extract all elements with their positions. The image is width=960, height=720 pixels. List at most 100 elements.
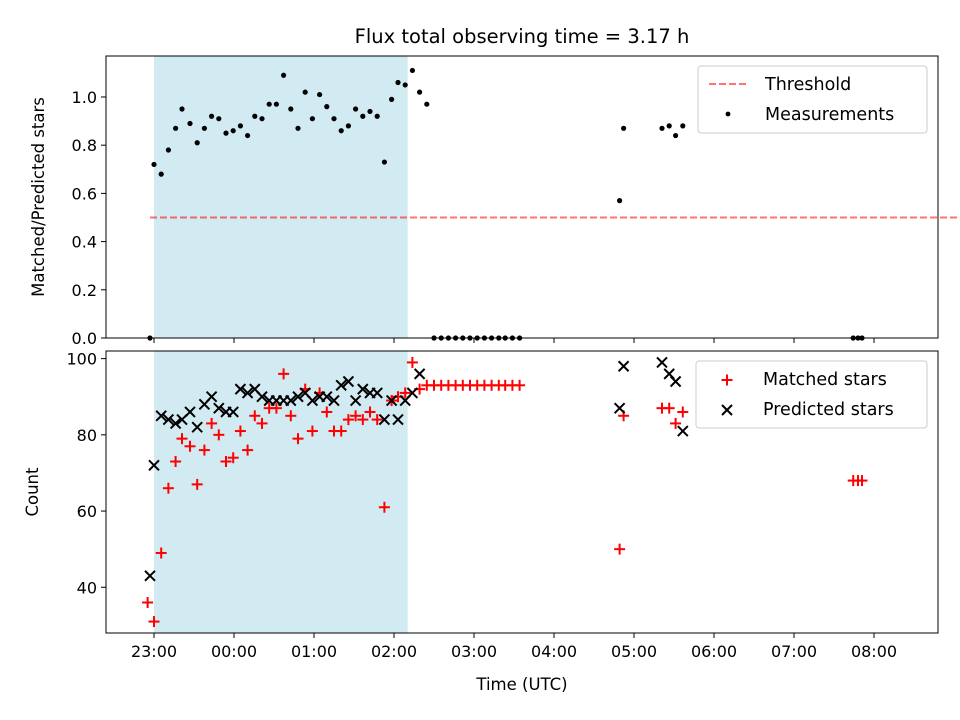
matched-marker <box>350 410 362 422</box>
matched-marker <box>170 456 182 468</box>
measurement-point <box>680 123 686 129</box>
predicted-marker <box>357 383 369 395</box>
bottom-legend: Matched stars Predicted stars <box>695 360 928 429</box>
matched-marker <box>378 501 390 513</box>
x-tick-label: 07:00 <box>771 642 817 661</box>
matched-marker <box>198 444 210 456</box>
predicted-marker-b <box>306 394 319 407</box>
observing-window-shade <box>154 56 408 338</box>
measurement-point <box>288 106 294 112</box>
predicted-marker <box>321 391 333 403</box>
matched-marker <box>155 547 167 559</box>
matched-marker <box>206 417 218 429</box>
predicted-marker-b <box>328 394 340 407</box>
measurement-point <box>374 113 380 119</box>
matched-marker <box>399 387 411 399</box>
predicted-marker-b <box>162 413 175 426</box>
predicted-marker-b <box>144 570 156 582</box>
top-axes-frame <box>105 55 939 339</box>
predicted-marker-b <box>413 368 426 380</box>
measurement-point <box>345 123 351 129</box>
predicted-marker <box>406 387 419 399</box>
bottom-legend-box <box>695 360 928 429</box>
predicted-marker-b <box>256 391 268 403</box>
top-legend-measurements-label: Measurements <box>765 105 894 125</box>
y-tick-label: 0.6 <box>72 184 97 203</box>
matched-marker <box>677 406 689 418</box>
predicted-marker-b <box>249 383 261 395</box>
x-tick-label: 00:00 <box>211 642 257 661</box>
matched-marker <box>614 543 626 555</box>
top-legend-measurements-swatch <box>725 111 731 117</box>
predicted-marker-b <box>321 391 333 403</box>
measurement-point <box>266 101 272 107</box>
predicted-marker-b <box>148 459 160 472</box>
matched-marker <box>176 433 188 445</box>
predicted-marker-b <box>227 406 239 418</box>
x-tick-label: 23:00 <box>131 642 177 661</box>
matched-marker <box>321 406 333 418</box>
matched-marker <box>270 402 282 414</box>
predicted-marker <box>617 360 630 372</box>
measurement-point <box>194 140 200 146</box>
top-panel: 0.0 0.2 0.4 0.6 0.8 1.0 Matched/Predicted sta… <box>29 55 960 348</box>
matched-marker <box>191 478 203 490</box>
predicted-marker-b <box>349 394 362 407</box>
matched-marker <box>371 414 383 426</box>
x-tick-label: 04:00 <box>531 642 577 661</box>
matched-marker <box>220 456 232 468</box>
measurement-point <box>331 116 337 122</box>
matched-marker <box>670 417 682 429</box>
top-x-ticks <box>153 338 875 343</box>
predicted-marker-b <box>213 402 225 414</box>
measurement-point <box>259 116 265 122</box>
predicted-marker-b <box>184 406 196 418</box>
y-tick-label: 80 <box>77 426 97 445</box>
measurement-point <box>165 147 171 153</box>
measurement-point <box>324 104 330 110</box>
predicted-marker <box>306 394 319 407</box>
measurement-point <box>237 123 243 129</box>
predicted-marker-b <box>357 383 369 395</box>
measurement-point <box>621 125 627 131</box>
predicted-marker-b <box>656 356 668 369</box>
predicted-marker-b <box>234 383 247 395</box>
predicted-marker <box>213 402 225 414</box>
measurement-point <box>273 101 279 107</box>
predicted-marker <box>342 375 355 388</box>
predicted-marker <box>385 394 398 407</box>
matched-marker <box>256 417 268 429</box>
matched-marker <box>856 475 868 487</box>
matched-marker <box>663 402 675 414</box>
predicted-marker-b <box>169 417 182 430</box>
measurement-point <box>617 198 623 204</box>
matched-marker <box>514 379 526 391</box>
matched-marker <box>406 356 418 368</box>
matched-marker <box>142 597 154 609</box>
bottom-panel: 23:00 00:00 01:00 02:00 03:00 04:00 05:00 06:00… <box>23 350 939 661</box>
top-shaded-region <box>154 56 408 338</box>
x-tick-label: 02:00 <box>371 642 417 661</box>
measurement-point <box>302 89 308 95</box>
predicted-marker-b <box>191 421 203 433</box>
predicted-marker <box>162 413 175 426</box>
measurement-point <box>223 130 229 136</box>
predicted-marker-b <box>378 413 391 426</box>
measurement-point <box>317 91 323 98</box>
measurement-point <box>402 82 408 88</box>
y-tick-label: 40 <box>77 578 97 597</box>
measurement-point <box>666 123 672 129</box>
predicted-marker <box>371 387 383 399</box>
top-legend: Threshold Measurements <box>697 65 928 134</box>
y-tick-label: 0.4 <box>72 233 97 252</box>
bottom-matched-layer <box>142 356 868 628</box>
measurement-point <box>245 132 251 139</box>
predicted-marker <box>184 406 196 418</box>
matched-marker <box>234 425 246 437</box>
predicted-marker <box>148 459 160 472</box>
matched-marker <box>357 414 369 426</box>
predicted-marker <box>169 417 182 430</box>
measurement-point <box>216 116 222 122</box>
measurement-point <box>187 120 193 127</box>
legend-predicted-marker-b <box>721 404 733 416</box>
